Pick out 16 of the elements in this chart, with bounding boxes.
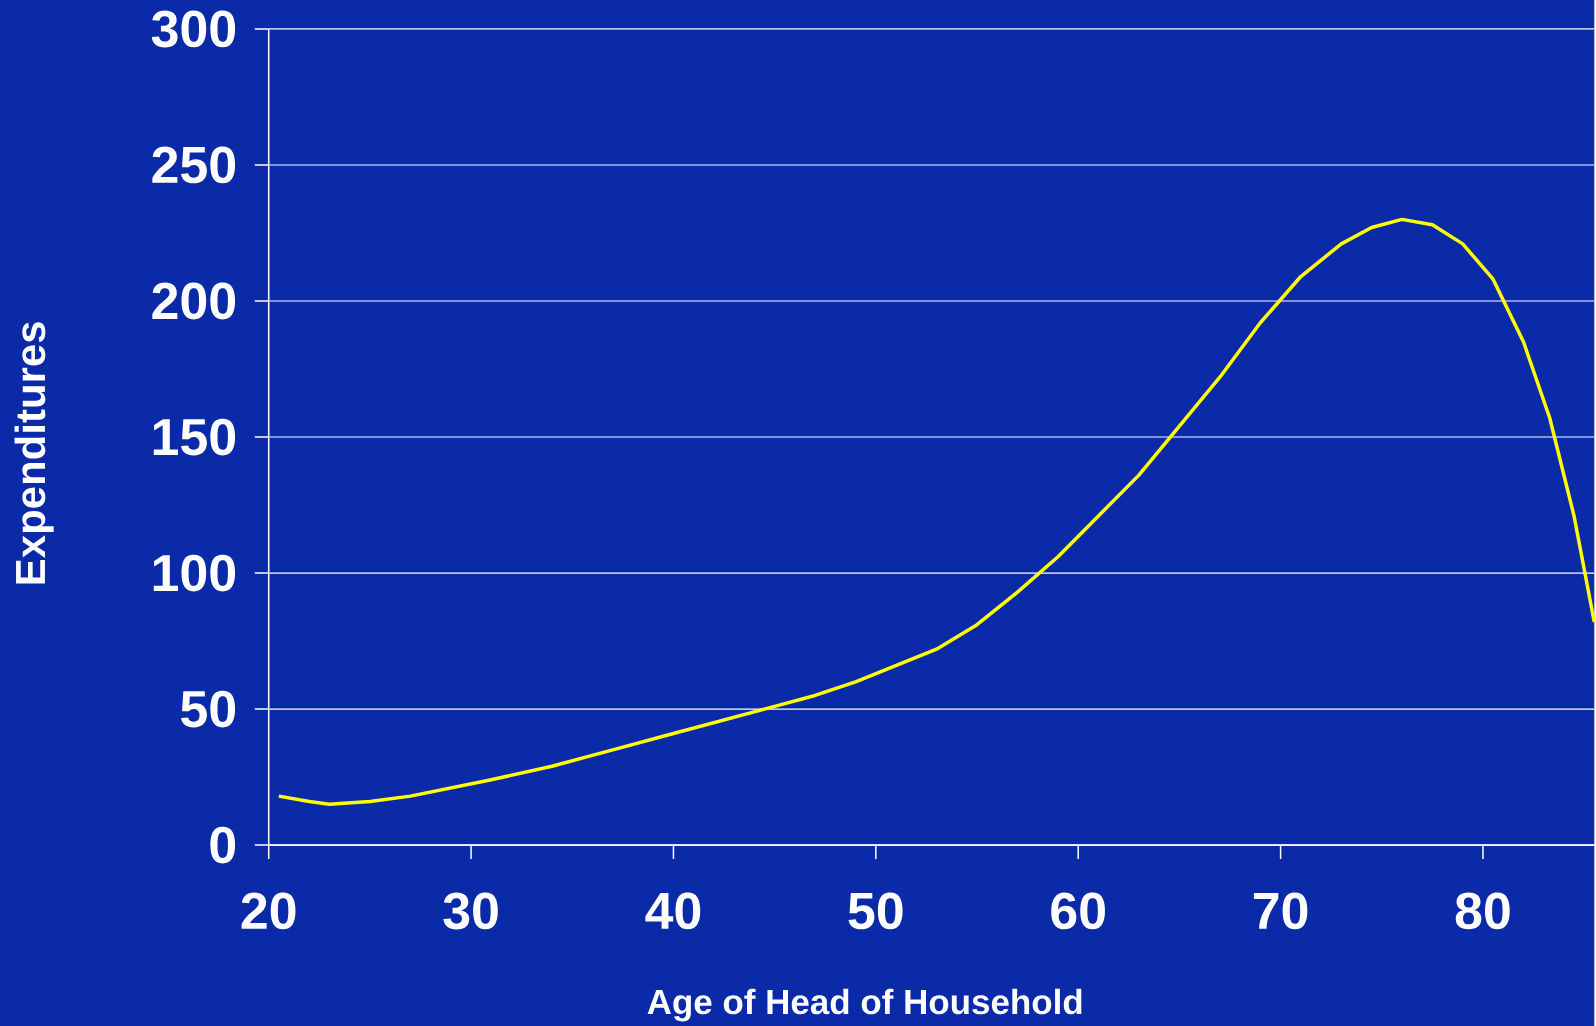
y-tick-label: 250 [152, 146, 236, 184]
y-tick-label: 50 [181, 690, 236, 728]
x-tick-label: 40 [645, 892, 701, 930]
y-tick-label: 100 [153, 554, 236, 592]
x-tick-label: 20 [241, 892, 296, 930]
x-tick-label: 70 [1253, 892, 1308, 930]
x-tick-label: 80 [1455, 892, 1510, 930]
x-axis-title: Age of Head of Household [647, 988, 1082, 1022]
y-tick-label: 300 [151, 10, 236, 48]
y-tick-label: 200 [152, 282, 236, 320]
y-axis-title: Expenditures [14, 322, 54, 584]
x-tick-label: 50 [848, 892, 903, 930]
x-tick-label: 30 [443, 892, 498, 930]
y-tick-label: 0 [210, 826, 236, 864]
x-tick-label: 60 [1051, 892, 1105, 930]
y-tick-label: 150 [153, 418, 236, 456]
